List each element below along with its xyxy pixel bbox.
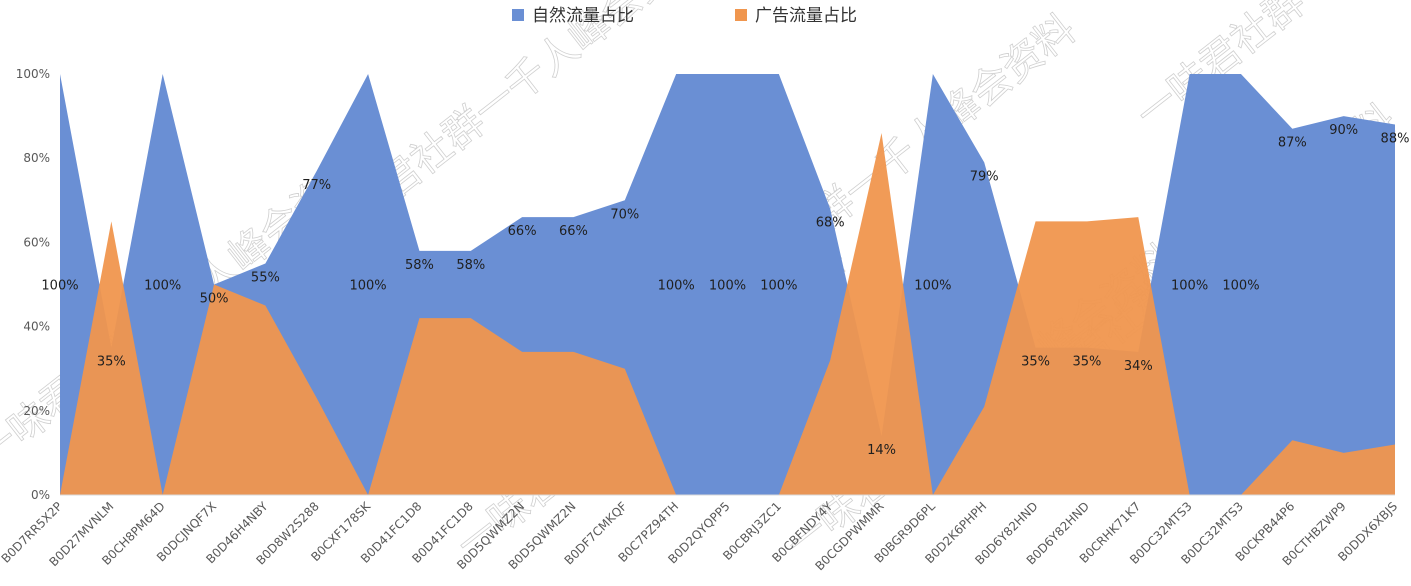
data-label: 88% bbox=[1381, 132, 1410, 147]
data-label: 35% bbox=[1021, 355, 1050, 370]
data-label: 58% bbox=[405, 258, 434, 273]
data-label: 79% bbox=[970, 169, 999, 184]
data-label: 100% bbox=[1171, 279, 1208, 294]
legend-swatch-0 bbox=[512, 9, 524, 21]
plot-areas bbox=[60, 74, 1395, 495]
data-label: 58% bbox=[456, 258, 485, 273]
y-tick-label: 0% bbox=[31, 488, 50, 502]
y-tick-label: 60% bbox=[23, 235, 50, 249]
data-label: 66% bbox=[559, 224, 588, 239]
series-area-1 bbox=[60, 132, 1395, 495]
data-label: 100% bbox=[709, 279, 746, 294]
y-axis: 0% 20% 40% 60% 80% 100% bbox=[16, 67, 50, 502]
data-label: 100% bbox=[914, 279, 951, 294]
legend-swatch-1 bbox=[735, 9, 747, 21]
data-label: 35% bbox=[97, 355, 126, 370]
data-label: 66% bbox=[508, 224, 537, 239]
data-label: 35% bbox=[1072, 355, 1101, 370]
data-label: 100% bbox=[41, 279, 78, 294]
data-label: 68% bbox=[816, 216, 845, 231]
data-label: 87% bbox=[1278, 136, 1307, 151]
data-labels: 100% 35% 100% 50% 55% 77% 100% 58% 58% 66% 66% 70% 1… bbox=[41, 123, 1409, 458]
data-label: 90% bbox=[1329, 123, 1358, 138]
data-label: 14% bbox=[867, 443, 896, 458]
data-label: 50% bbox=[200, 292, 229, 307]
y-tick-label: 40% bbox=[23, 320, 50, 334]
legend-label-1: 广告流量占比 bbox=[755, 6, 857, 26]
x-axis: B0D7RR5X2PB0D27MVNLMB0CH8PM64DB0DCJNQF7X… bbox=[0, 494, 1400, 573]
y-tick-label: 80% bbox=[23, 151, 50, 165]
data-label: 100% bbox=[760, 279, 797, 294]
data-label: 100% bbox=[349, 279, 386, 294]
legend-label-0: 自然流量占比 bbox=[532, 6, 634, 26]
data-label: 70% bbox=[610, 207, 639, 222]
legend: 自然流量占比 广告流量占比 bbox=[512, 6, 857, 26]
data-label: 34% bbox=[1124, 359, 1153, 374]
data-label: 100% bbox=[658, 279, 695, 294]
data-label: 100% bbox=[1222, 279, 1259, 294]
data-label: 55% bbox=[251, 270, 280, 285]
y-tick-label: 100% bbox=[16, 67, 50, 81]
y-tick-label: 20% bbox=[23, 404, 50, 418]
data-label: 77% bbox=[302, 178, 331, 193]
data-label: 100% bbox=[144, 279, 181, 294]
